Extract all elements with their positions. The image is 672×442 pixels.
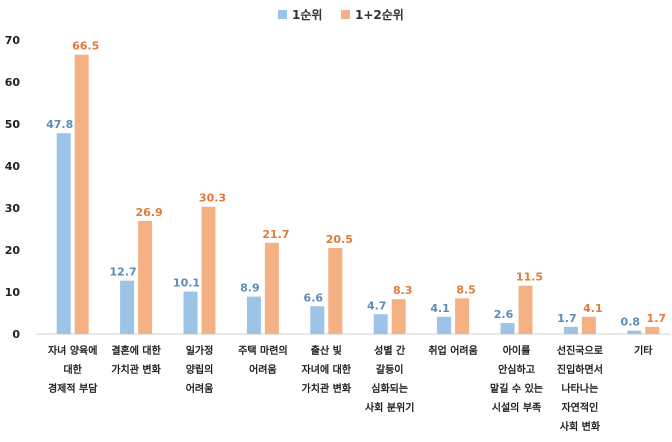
y-tick-label: 30 — [5, 202, 21, 215]
category-label: 경제적 부담 — [48, 382, 98, 395]
category-label: 사회 분위기 — [365, 401, 414, 414]
category-label: 자연적인 — [561, 401, 598, 414]
category-label: 선진국으로 — [557, 344, 603, 357]
bar-series-2 — [328, 247, 343, 334]
bars: 47.8 66.5 12.7 26.9 10.1 30.3 8.9 21.7 6.6 20.5 4.… — [46, 40, 666, 334]
bar-series-2 — [391, 299, 406, 334]
data-label: 4.1 — [430, 302, 450, 315]
category-label: 취업 어려움 — [428, 344, 477, 357]
bar-series-2 — [581, 316, 596, 334]
category-label: 주택 마련의 — [238, 344, 287, 357]
bar-series-1 — [500, 323, 515, 334]
data-label: 4.7 — [367, 299, 387, 312]
legend-label: 1+2순위 — [355, 8, 404, 22]
category-label: 나타나는 — [561, 382, 598, 395]
data-label: 20.5 — [326, 233, 353, 246]
y-tick-label: 40 — [5, 160, 21, 173]
bar-series-1 — [120, 280, 135, 334]
bar-series-2 — [264, 242, 279, 334]
category-label: 진입하면서 — [557, 363, 603, 376]
bar-series-1 — [56, 133, 71, 334]
legend-swatch — [278, 10, 287, 19]
data-label: 30.3 — [199, 192, 226, 205]
data-label: 8.5 — [456, 283, 476, 296]
category-label: 어려움 — [249, 363, 277, 376]
category-label: 가치관 변화 — [111, 363, 161, 376]
y-tick-label: 20 — [5, 244, 21, 257]
data-label: 26.9 — [136, 206, 163, 219]
category-label: 시설의 부족 — [492, 401, 541, 414]
data-label: 21.7 — [262, 228, 289, 241]
y-tick-label: 50 — [5, 118, 21, 131]
data-label: 8.9 — [240, 282, 260, 295]
category-label: 맡길 수 있는 — [490, 382, 543, 395]
bar-series-2 — [518, 285, 533, 334]
data-label: 66.5 — [72, 40, 99, 53]
category-label: 자녀에 대한 — [302, 363, 352, 376]
bar-series-2 — [201, 206, 216, 334]
legend: 1순위 1+2순위 — [278, 8, 404, 22]
category-label: 사회 변화 — [560, 420, 601, 433]
bar-series-2 — [74, 54, 89, 334]
category-label: 가치관 변화 — [302, 382, 352, 395]
data-label: 10.1 — [173, 277, 200, 290]
category-label: 심화되는 — [371, 382, 408, 395]
bar-series-1 — [310, 306, 325, 334]
data-label: 12.7 — [110, 266, 137, 279]
data-label: 4.1 — [583, 302, 603, 315]
data-label: 1.7 — [557, 312, 577, 325]
category-label: 아이를 — [503, 344, 531, 357]
category-label: 일가정 — [186, 344, 214, 357]
y-tick-label: 70 — [5, 34, 21, 47]
bar-series-1 — [183, 291, 198, 334]
category-label: 안심하고 — [498, 363, 535, 376]
category-label: 출산 빛 — [311, 344, 342, 357]
category-label: 자녀 양육에 — [48, 344, 97, 357]
data-label: 2.6 — [494, 308, 514, 321]
bar-series-1 — [627, 330, 642, 334]
category-label: 대한 — [63, 363, 82, 376]
y-tick-label: 60 — [5, 76, 21, 89]
bar-series-1 — [563, 326, 578, 334]
legend-swatch — [341, 10, 350, 19]
category-label: 결혼에 대한 — [111, 344, 161, 357]
bar-series-2 — [455, 298, 470, 334]
data-label: 0.8 — [621, 316, 641, 329]
data-label: 47.8 — [46, 118, 73, 131]
bar-series-1 — [246, 296, 261, 334]
bar-series-2 — [138, 221, 153, 334]
category-label: 양립의 — [186, 363, 214, 376]
category-label: 갈등이 — [376, 363, 404, 376]
bar-series-2 — [645, 326, 660, 334]
y-tick-label: 10 — [5, 286, 21, 299]
bar-series-1 — [373, 314, 388, 334]
data-label: 6.6 — [304, 291, 324, 304]
bar-series-1 — [437, 316, 452, 334]
data-label: 11.5 — [516, 271, 543, 284]
category-label: 성별 간 — [374, 344, 406, 357]
y-tick-label: 0 — [12, 328, 20, 341]
data-label: 8.3 — [393, 284, 413, 297]
data-label: 1.7 — [647, 312, 667, 325]
legend-label: 1순위 — [292, 8, 322, 22]
category-label: 어려움 — [186, 382, 214, 395]
category-label: 기타 — [634, 344, 653, 357]
